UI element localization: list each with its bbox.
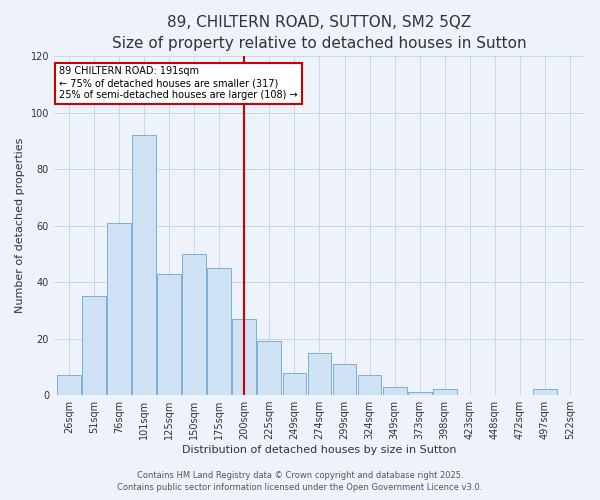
Bar (358, 376, 382, 395)
Title: 89, CHILTERN ROAD, SUTTON, SM2 5QZ
Size of property relative to detached houses : 89, CHILTERN ROAD, SUTTON, SM2 5QZ Size … (112, 15, 527, 51)
Bar (82, 296, 106, 395)
Bar (107, 223, 131, 395)
Bar (308, 352, 331, 395)
X-axis label: Distribution of detached houses by size in Sutton: Distribution of detached houses by size … (182, 445, 457, 455)
Bar (332, 364, 356, 395)
Text: Contains HM Land Registry data © Crown copyright and database right 2025.
Contai: Contains HM Land Registry data © Crown c… (118, 471, 482, 492)
Bar (132, 136, 156, 395)
Text: 89 CHILTERN ROAD: 191sqm
← 75% of detached houses are smaller (317)
25% of semi-: 89 CHILTERN ROAD: 191sqm ← 75% of detach… (59, 66, 298, 100)
Bar (208, 268, 231, 395)
Bar (257, 342, 281, 395)
Bar (232, 319, 256, 395)
Bar (408, 392, 431, 395)
Bar (57, 376, 81, 395)
Y-axis label: Number of detached properties: Number of detached properties (15, 138, 25, 314)
Bar (283, 372, 307, 395)
Bar (157, 274, 181, 395)
Bar (433, 390, 457, 395)
Bar (182, 254, 206, 395)
Bar (533, 390, 557, 395)
Bar (383, 386, 407, 395)
